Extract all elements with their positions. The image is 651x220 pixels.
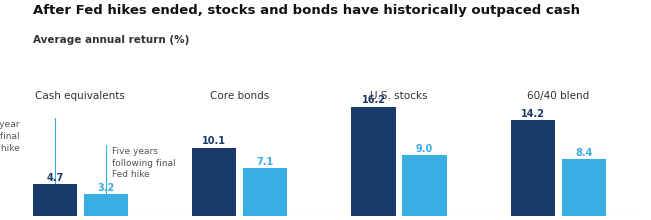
Text: 7.1: 7.1 [256, 157, 274, 167]
Text: U.S. stocks: U.S. stocks [370, 91, 428, 101]
Text: Five years
following final
Fed hike: Five years following final Fed hike [112, 147, 176, 180]
Text: One year
following final
Fed hike: One year following final Fed hike [0, 120, 20, 153]
Bar [402, 155, 447, 216]
Text: 60/40 blend: 60/40 blend [527, 91, 589, 101]
Text: 14.2: 14.2 [521, 109, 545, 119]
Text: 3.2: 3.2 [97, 183, 115, 193]
Bar [243, 168, 288, 216]
Bar [33, 184, 77, 216]
Text: 10.1: 10.1 [202, 136, 226, 147]
Text: Core bonds: Core bonds [210, 91, 270, 101]
Text: 8.4: 8.4 [575, 148, 592, 158]
Text: 9.0: 9.0 [416, 144, 433, 154]
Text: Average annual return (%): Average annual return (%) [33, 35, 189, 45]
Text: 4.7: 4.7 [46, 173, 64, 183]
Text: After Fed hikes ended, stocks and bonds have historically outpaced cash: After Fed hikes ended, stocks and bonds … [33, 4, 579, 17]
Bar [192, 148, 236, 216]
Text: Cash equivalents: Cash equivalents [35, 91, 125, 101]
Bar [510, 120, 555, 216]
Bar [562, 159, 606, 216]
Bar [83, 194, 128, 216]
Bar [351, 107, 396, 216]
Text: 16.2: 16.2 [361, 95, 385, 105]
